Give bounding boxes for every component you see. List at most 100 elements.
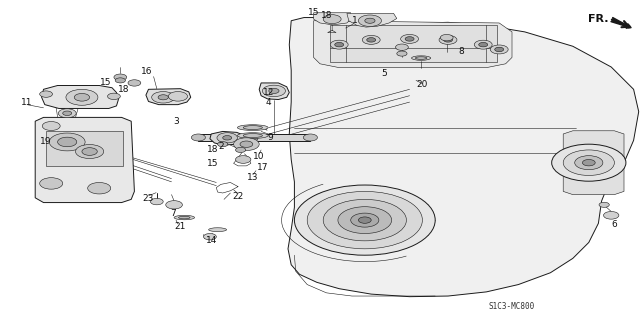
Circle shape <box>61 132 74 139</box>
Circle shape <box>479 42 488 47</box>
Circle shape <box>330 40 348 49</box>
Text: 9: 9 <box>268 133 273 142</box>
Circle shape <box>108 93 120 100</box>
Circle shape <box>76 145 104 159</box>
Circle shape <box>367 38 376 42</box>
Text: 8: 8 <box>458 47 463 56</box>
Circle shape <box>218 142 228 147</box>
Polygon shape <box>288 18 639 297</box>
Polygon shape <box>347 13 397 27</box>
Circle shape <box>362 35 380 44</box>
Polygon shape <box>259 83 289 100</box>
Text: 5: 5 <box>381 69 387 78</box>
Ellipse shape <box>179 216 190 219</box>
Circle shape <box>323 199 406 241</box>
Ellipse shape <box>412 56 431 60</box>
Circle shape <box>168 92 188 101</box>
Circle shape <box>66 89 98 105</box>
Circle shape <box>166 201 182 209</box>
Text: 10: 10 <box>253 152 265 161</box>
Circle shape <box>582 160 595 166</box>
Text: 13: 13 <box>247 173 259 182</box>
Circle shape <box>262 85 285 97</box>
Circle shape <box>495 47 504 52</box>
Text: 15: 15 <box>207 159 218 168</box>
Circle shape <box>240 141 253 147</box>
Bar <box>330 25 497 62</box>
Circle shape <box>335 42 344 47</box>
Circle shape <box>58 137 77 147</box>
Text: 23: 23 <box>143 194 154 203</box>
Circle shape <box>575 156 603 170</box>
Circle shape <box>307 191 422 249</box>
Ellipse shape <box>237 133 268 138</box>
Circle shape <box>358 217 371 223</box>
Circle shape <box>563 150 614 175</box>
Circle shape <box>58 109 76 118</box>
Circle shape <box>236 156 251 163</box>
Circle shape <box>40 91 52 97</box>
Circle shape <box>444 38 452 42</box>
Text: 22: 22 <box>232 192 244 201</box>
Circle shape <box>474 40 492 49</box>
Text: 18: 18 <box>207 145 218 154</box>
Circle shape <box>405 37 414 41</box>
Circle shape <box>552 144 626 181</box>
Ellipse shape <box>237 125 268 130</box>
Circle shape <box>323 15 341 24</box>
Text: FR.: FR. <box>588 13 608 24</box>
Polygon shape <box>563 131 624 195</box>
Circle shape <box>40 178 63 189</box>
Circle shape <box>42 122 60 130</box>
Circle shape <box>88 182 111 194</box>
Ellipse shape <box>174 215 195 220</box>
Polygon shape <box>35 117 134 203</box>
Text: 16: 16 <box>141 67 153 76</box>
Text: 4: 4 <box>266 98 271 107</box>
Circle shape <box>599 202 609 207</box>
Circle shape <box>63 111 72 115</box>
Circle shape <box>439 35 457 44</box>
Circle shape <box>358 15 381 26</box>
Circle shape <box>49 133 85 151</box>
Polygon shape <box>314 13 351 25</box>
Bar <box>198 134 310 141</box>
Text: 2: 2 <box>218 142 223 151</box>
Text: 17: 17 <box>257 163 268 172</box>
Text: 12: 12 <box>263 88 275 97</box>
Circle shape <box>82 148 97 155</box>
Text: 18: 18 <box>321 11 332 20</box>
Text: 6: 6 <box>612 220 617 229</box>
Bar <box>46 131 123 166</box>
Polygon shape <box>146 89 191 105</box>
Circle shape <box>223 136 232 140</box>
Text: 7: 7 <box>170 209 175 218</box>
Ellipse shape <box>243 126 262 130</box>
Text: 3: 3 <box>173 117 179 126</box>
Circle shape <box>217 133 237 143</box>
Circle shape <box>351 213 379 227</box>
Circle shape <box>338 207 392 234</box>
Circle shape <box>604 211 619 219</box>
Polygon shape <box>42 85 118 108</box>
Circle shape <box>152 92 175 103</box>
Text: 1: 1 <box>353 16 358 25</box>
Ellipse shape <box>209 228 227 232</box>
Circle shape <box>74 93 90 101</box>
Circle shape <box>234 138 259 151</box>
Circle shape <box>236 147 246 152</box>
Circle shape <box>396 44 408 50</box>
Ellipse shape <box>415 57 427 59</box>
Circle shape <box>303 134 317 141</box>
Text: 14: 14 <box>205 236 217 245</box>
Circle shape <box>114 74 127 80</box>
Circle shape <box>401 34 419 43</box>
Circle shape <box>397 51 407 56</box>
Circle shape <box>294 185 435 255</box>
Circle shape <box>150 198 163 205</box>
Circle shape <box>115 78 125 83</box>
Text: 19: 19 <box>40 137 52 146</box>
Circle shape <box>128 80 141 86</box>
Text: 11: 11 <box>21 98 33 107</box>
Circle shape <box>158 95 168 100</box>
